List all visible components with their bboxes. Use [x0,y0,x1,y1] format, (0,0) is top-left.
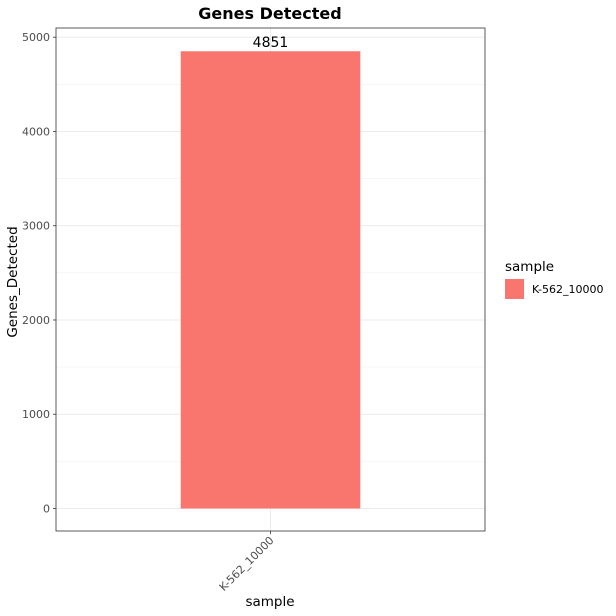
bar [180,51,361,509]
data-label: 4851 [253,35,289,51]
y-tick-label: 5000 [22,31,50,44]
legend-key [505,279,524,299]
legend-title: sample [505,259,554,275]
x-tick-label: K-562_10000 [217,534,277,594]
y-tick-label: 0 [43,503,50,516]
legend-label: K-562_10000 [532,283,604,296]
y-tick-label: 3000 [22,220,50,233]
data-labels: 4851 [253,35,289,51]
x-axis-title: sample [245,594,294,610]
y-axis-title: Genes_Detected [5,226,21,337]
x-axis-ticks: K-562_10000 [217,531,277,594]
y-tick-label: 2000 [22,314,50,327]
y-tick-label: 1000 [22,408,50,421]
legend-entries: K-562_10000 [505,279,604,299]
bars [180,51,361,509]
legend: sample K-562_10000 [505,259,604,299]
y-tick-label: 4000 [22,125,50,138]
y-axis-ticks: 0 1000 2000 3000 4000 5000 [22,31,56,516]
chart-title: Genes Detected [198,4,341,23]
